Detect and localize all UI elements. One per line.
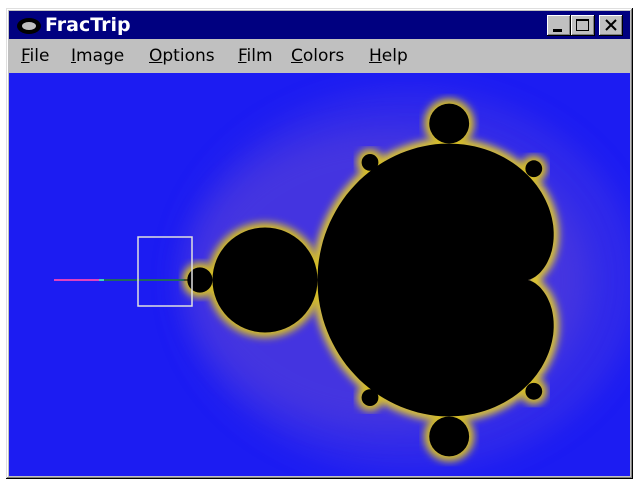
minimize-button[interactable] [547,15,571,36]
fractal-shape [362,154,379,171]
app-icon [13,12,45,38]
menu-item[interactable]: File [21,46,49,66]
title-bar: FracTrip [9,11,630,39]
menu-item[interactable]: Help [369,46,408,66]
fractal-shape [525,160,542,177]
menu-item[interactable]: Options [149,46,215,66]
fractal-shape [362,389,379,406]
menu-bar: File Image Options Film Colors Help [9,41,630,71]
fractal-shape [187,267,212,292]
menu-item[interactable]: Image [71,46,124,66]
app-window: FracTrip File Image Options Film Colors Help [6,8,633,479]
fractal-shape [429,104,469,144]
maximize-button[interactable] [571,15,595,36]
close-button[interactable] [599,15,623,36]
menu-item[interactable]: Colors [291,46,344,66]
fractal-shape [525,383,542,400]
fractal-shape [213,228,318,333]
fractal-view [9,73,630,476]
window-title: FracTrip [45,14,131,36]
menu-item[interactable]: Film [238,46,273,66]
fractal-shape [429,417,469,457]
